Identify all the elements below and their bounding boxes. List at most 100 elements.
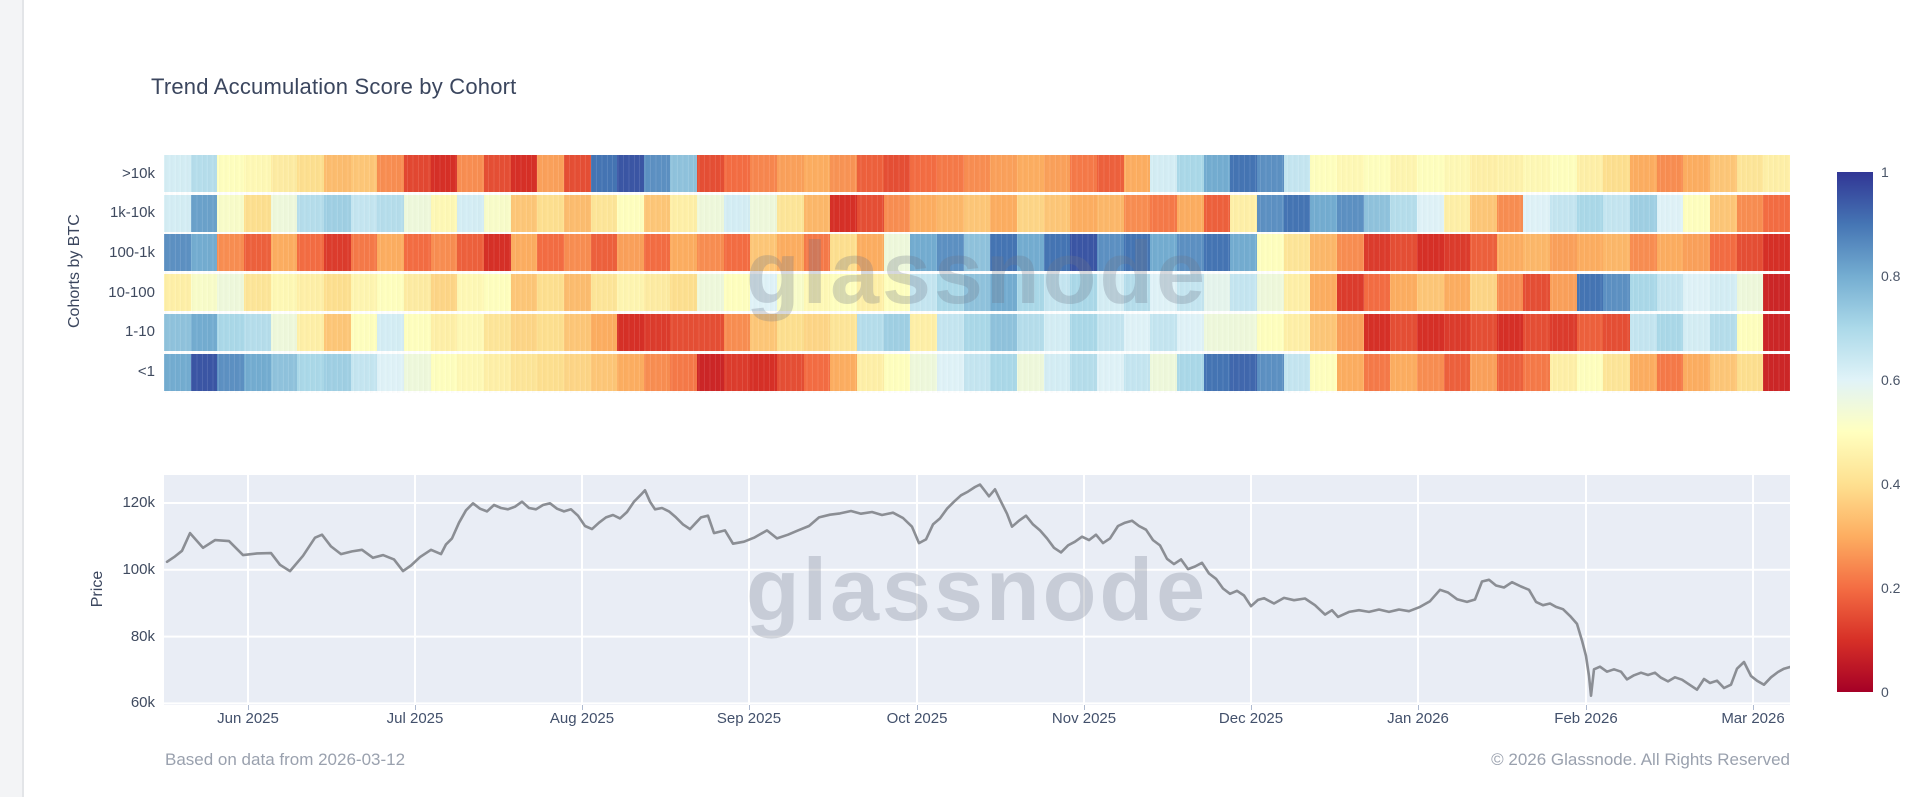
heatmap-cell xyxy=(697,194,724,232)
heatmap-cell xyxy=(777,353,804,391)
heatmap-cell xyxy=(537,313,564,351)
heatmap-cell xyxy=(1043,194,1071,232)
colorbar-tick-label: 0.8 xyxy=(1881,268,1901,284)
heatmap-cell xyxy=(963,234,991,272)
heatmap-cell xyxy=(643,353,671,391)
heatmap-cell xyxy=(830,194,858,232)
heatmap-row-label: 1k-10k xyxy=(109,204,155,222)
heatmap-cell xyxy=(217,313,244,351)
price-canvas[interactable]: glassnode xyxy=(164,475,1792,705)
heatmap-cell xyxy=(1310,194,1337,232)
heatmap-cell xyxy=(1123,353,1151,391)
heatmap-cell xyxy=(1496,155,1524,192)
heatmap-cell xyxy=(270,234,298,272)
heatmap-cell xyxy=(750,194,778,232)
heatmap-cell xyxy=(1416,274,1444,312)
heatmap-cell xyxy=(1470,194,1497,232)
heatmap-cell xyxy=(457,194,484,232)
heatmap-cell xyxy=(590,194,618,232)
heatmap-cell xyxy=(857,313,884,351)
heatmap-cell xyxy=(1336,274,1364,312)
heatmap-cell xyxy=(1150,274,1177,312)
heatmap-cell xyxy=(937,353,964,391)
heatmap-cell xyxy=(1470,234,1497,272)
heatmap-cell xyxy=(777,194,804,232)
heatmap-cell xyxy=(1203,313,1231,351)
price-ytick-label: 100k xyxy=(122,560,155,578)
heatmap-cell xyxy=(1603,353,1631,391)
heatmap-cell xyxy=(1710,353,1737,391)
heatmap-cell xyxy=(1710,155,1737,192)
heatmap-cell xyxy=(270,155,298,192)
heatmap-cell xyxy=(883,313,911,351)
heatmap-cell xyxy=(1230,274,1257,312)
heatmap-cell xyxy=(483,194,511,232)
heatmap-cell xyxy=(1630,155,1657,192)
heatmap-cell xyxy=(1256,194,1284,232)
heatmap-cell xyxy=(670,155,698,192)
heatmap-cell xyxy=(1630,313,1657,351)
heatmap-cell xyxy=(803,313,831,351)
heatmap-cell xyxy=(457,313,484,351)
heatmap-cell xyxy=(617,194,644,232)
heatmap-cell xyxy=(1736,313,1764,351)
heatmap-cell xyxy=(1683,353,1711,391)
heatmap-cell xyxy=(1656,194,1684,232)
heatmap-cell xyxy=(1070,274,1097,312)
heatmap-row-label: 100-1k xyxy=(109,243,155,261)
heatmap-cell xyxy=(1470,155,1497,192)
heatmap-cell xyxy=(830,353,858,391)
heatmap-cell xyxy=(1683,313,1711,351)
heatmap-cell xyxy=(1150,155,1177,192)
heatmap-cell xyxy=(537,155,564,192)
heatmap-cell xyxy=(430,155,458,192)
heatmap-cell xyxy=(510,155,538,192)
heatmap-cell xyxy=(1710,313,1737,351)
heatmap-cell xyxy=(1630,234,1657,272)
heatmap-cell xyxy=(1763,194,1791,232)
heatmap-cell xyxy=(377,353,404,391)
heatmap-cell xyxy=(563,234,591,272)
price-ytick-label: 120k xyxy=(122,494,155,511)
heatmap-cell xyxy=(883,234,911,272)
heatmap-cell xyxy=(1416,353,1444,391)
heatmap-cell xyxy=(1256,274,1284,312)
price-line xyxy=(165,483,1792,697)
heatmap-cell xyxy=(910,234,938,272)
heatmap-cell xyxy=(1176,234,1204,272)
heatmap-cell xyxy=(670,313,698,351)
heatmap-cell xyxy=(537,234,564,272)
heatmap-cell xyxy=(1656,155,1684,192)
heatmap-cell xyxy=(323,353,351,391)
heatmap-cell xyxy=(1603,274,1631,312)
heatmap-cell xyxy=(164,274,191,312)
heatmap-cell xyxy=(617,313,644,351)
heatmap-cell xyxy=(1070,353,1097,391)
heatmap-cell xyxy=(1310,274,1337,312)
heatmap-cell xyxy=(1336,234,1364,272)
heatmap-cell xyxy=(1336,155,1364,192)
heatmap-cell xyxy=(1363,353,1391,391)
heatmap-cell xyxy=(430,313,458,351)
x-tick-label: Aug 2025 xyxy=(549,710,615,727)
heatmap-cell xyxy=(777,234,804,272)
heatmap-cell xyxy=(1763,274,1791,312)
heatmap-cell xyxy=(1150,353,1177,391)
heatmap-cell xyxy=(883,274,911,312)
x-tick-label: Sep 2025 xyxy=(716,710,782,727)
heatmap-cell xyxy=(590,313,618,351)
heatmap-cell xyxy=(590,274,618,312)
heatmap-cell xyxy=(990,234,1017,272)
heatmap-canvas[interactable]: glassnode xyxy=(164,155,1791,393)
heatmap-cell xyxy=(403,234,431,272)
heatmap-row-label: <1 xyxy=(137,363,155,380)
heatmap-cell xyxy=(590,234,618,272)
heatmap-cell xyxy=(910,274,938,312)
heatmap-cell xyxy=(1496,234,1524,272)
heatmap-cell xyxy=(510,313,538,351)
x-tick-label: Nov 2025 xyxy=(1051,710,1117,727)
heatmap-row xyxy=(164,274,1791,312)
heatmap-cell xyxy=(217,194,244,232)
heatmap-cell xyxy=(190,353,218,391)
heatmap-cell xyxy=(777,155,804,192)
